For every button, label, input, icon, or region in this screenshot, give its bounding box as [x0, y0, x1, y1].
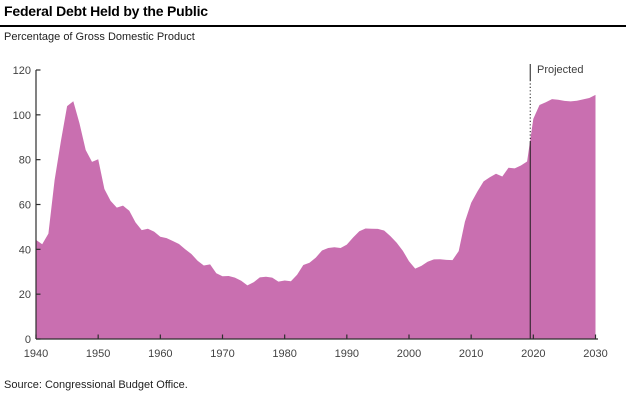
y-tick-label: 60	[19, 200, 31, 212]
x-tick-label: 1980	[272, 348, 296, 360]
x-tick-label: 1990	[335, 348, 359, 360]
x-tick-label: 2010	[459, 348, 483, 360]
x-tick-label: 1960	[148, 348, 172, 360]
x-tick-label: 1970	[210, 348, 234, 360]
x-tick-label: 2000	[397, 348, 421, 360]
source-note: Source: Congressional Budget Office.	[4, 379, 188, 391]
x-axis-tick-labels: 1940 1950 1960 1970 1980 1990 2000 2010 2020 2030	[24, 348, 608, 360]
title-rule	[0, 25, 626, 27]
area-series	[36, 94, 596, 340]
y-tick-label: 20	[19, 289, 31, 301]
page-title: Federal Debt Held by the Public	[4, 3, 208, 19]
y-tick-label: 80	[19, 155, 31, 167]
x-tick-label: 1950	[86, 348, 110, 360]
debt-area	[36, 94, 596, 340]
axes	[35, 69, 598, 340]
y-axis-tick-labels: 0 20 40 60 80 100 120	[13, 65, 31, 346]
projected-label: Projected	[537, 64, 584, 76]
y-tick-label: 120	[13, 65, 31, 77]
x-tick-label: 2030	[583, 348, 607, 360]
y-tick-label: 0	[25, 334, 31, 346]
y-tick-label: 40	[19, 244, 31, 256]
x-tick-label: 2020	[521, 348, 545, 360]
y-tick-label: 100	[13, 110, 31, 122]
chart-subtitle: Percentage of Gross Domestic Product	[4, 31, 195, 43]
x-tick-label: 1940	[24, 348, 48, 360]
